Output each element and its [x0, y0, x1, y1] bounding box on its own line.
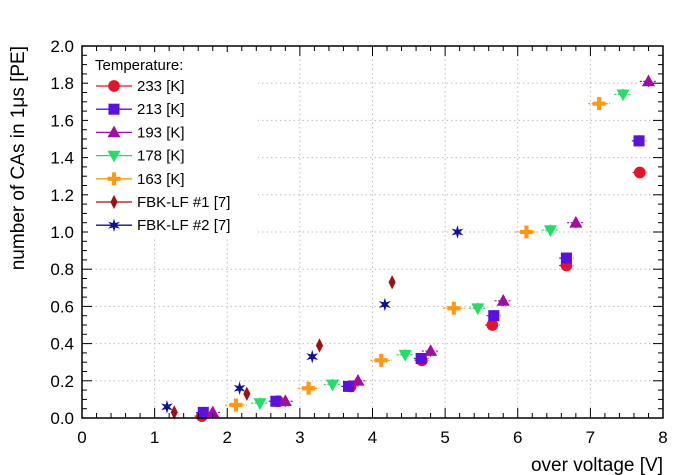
data-point [233, 381, 246, 396]
data-point [398, 349, 412, 362]
x-tick-label: 8 [658, 428, 667, 447]
series-193-k [204, 74, 658, 418]
legend-label: 193 [K] [137, 124, 185, 141]
y-axis-title: number of CAs in 1μs [PE] [8, 46, 29, 270]
x-tick-label: 6 [513, 428, 522, 447]
data-point [616, 89, 630, 102]
data-point [326, 379, 340, 392]
data-point [633, 135, 645, 147]
data-series [161, 74, 658, 422]
data-point [374, 353, 388, 367]
x-axis-title: over voltage [V] [531, 455, 663, 475]
y-tick-label: 0.4 [50, 335, 74, 354]
data-point [388, 275, 396, 290]
data-point [447, 301, 461, 315]
legend-marker [108, 80, 120, 92]
data-point [302, 381, 316, 395]
x-tick-label: 3 [295, 428, 304, 447]
y-tick-label: 0.2 [50, 372, 74, 391]
data-point [496, 293, 510, 306]
legend-title: Temperature: [95, 57, 183, 74]
data-point [343, 380, 355, 392]
data-point [278, 394, 292, 407]
data-point [471, 303, 485, 316]
data-point [641, 74, 655, 87]
y-tick-label: 0.0 [50, 409, 74, 428]
series-163-k [225, 97, 610, 412]
data-point [197, 406, 209, 418]
legend: Temperature: 233 [K] 213 [K] 193 [K] 178 [K]… [88, 52, 258, 239]
legend-marker [107, 150, 121, 163]
legend-label: FBK-LF #2 [7] [137, 217, 230, 234]
data-point [519, 225, 533, 239]
x-tick-label: 0 [77, 428, 86, 447]
data-point [451, 225, 464, 239]
legend-label: 213 [K] [137, 101, 185, 118]
data-point [569, 215, 583, 228]
y-tick-label: 0.6 [50, 297, 74, 316]
y-tick-label: 0.8 [50, 260, 74, 279]
legend-marker [110, 194, 118, 210]
y-tick-label: 2.0 [50, 37, 74, 56]
data-point [229, 398, 243, 412]
data-point [253, 398, 267, 410]
legend-label: 178 [K] [137, 148, 185, 165]
data-point [315, 338, 324, 353]
data-point [378, 297, 391, 312]
data-point [424, 344, 438, 356]
y-tick-label: 1.2 [50, 186, 74, 205]
y-tick-label: 1.4 [50, 149, 74, 168]
legend-marker [107, 172, 121, 186]
x-tick-label: 5 [440, 428, 449, 447]
data-point [243, 386, 251, 401]
data-point [206, 405, 220, 418]
data-point [415, 352, 427, 365]
data-point [488, 310, 500, 322]
legend-marker [107, 125, 121, 138]
axis-ticks: 0 1 2 3 4 5 6 7 8 0.0 0.2 0.4 0.6 0.8 1.0 1.2 1.4 1.6 1.8 2… [50, 37, 667, 447]
y-tick-label: 1.0 [50, 223, 74, 242]
x-tick-label: 1 [150, 428, 159, 447]
y-tick-label: 1.6 [50, 111, 74, 130]
series-213-k [196, 135, 647, 418]
series-233-k [194, 166, 648, 422]
legend-marker [108, 218, 120, 233]
data-point [161, 400, 173, 414]
data-point [170, 405, 178, 420]
data-point [633, 166, 646, 179]
legend-marker [108, 103, 120, 115]
legend-label: 163 [K] [137, 171, 185, 188]
series-fbk-lf-2-7 [161, 225, 464, 414]
series-fbk-lf-1-7 [170, 275, 396, 420]
series-178-k [251, 88, 632, 410]
data-point [486, 319, 499, 331]
legend-label: 233 [K] [137, 78, 185, 95]
legend-label: FBK-LF #1 [7] [137, 194, 230, 211]
data-point [560, 252, 572, 264]
data-point [270, 395, 282, 407]
x-tick-label: 2 [223, 428, 232, 447]
data-point [306, 349, 319, 364]
data-point [592, 97, 606, 111]
y-tick-label: 1.8 [50, 74, 74, 93]
data-point [543, 225, 557, 237]
x-tick-label: 7 [586, 428, 595, 447]
data-point [351, 373, 365, 386]
x-tick-label: 4 [368, 428, 377, 447]
